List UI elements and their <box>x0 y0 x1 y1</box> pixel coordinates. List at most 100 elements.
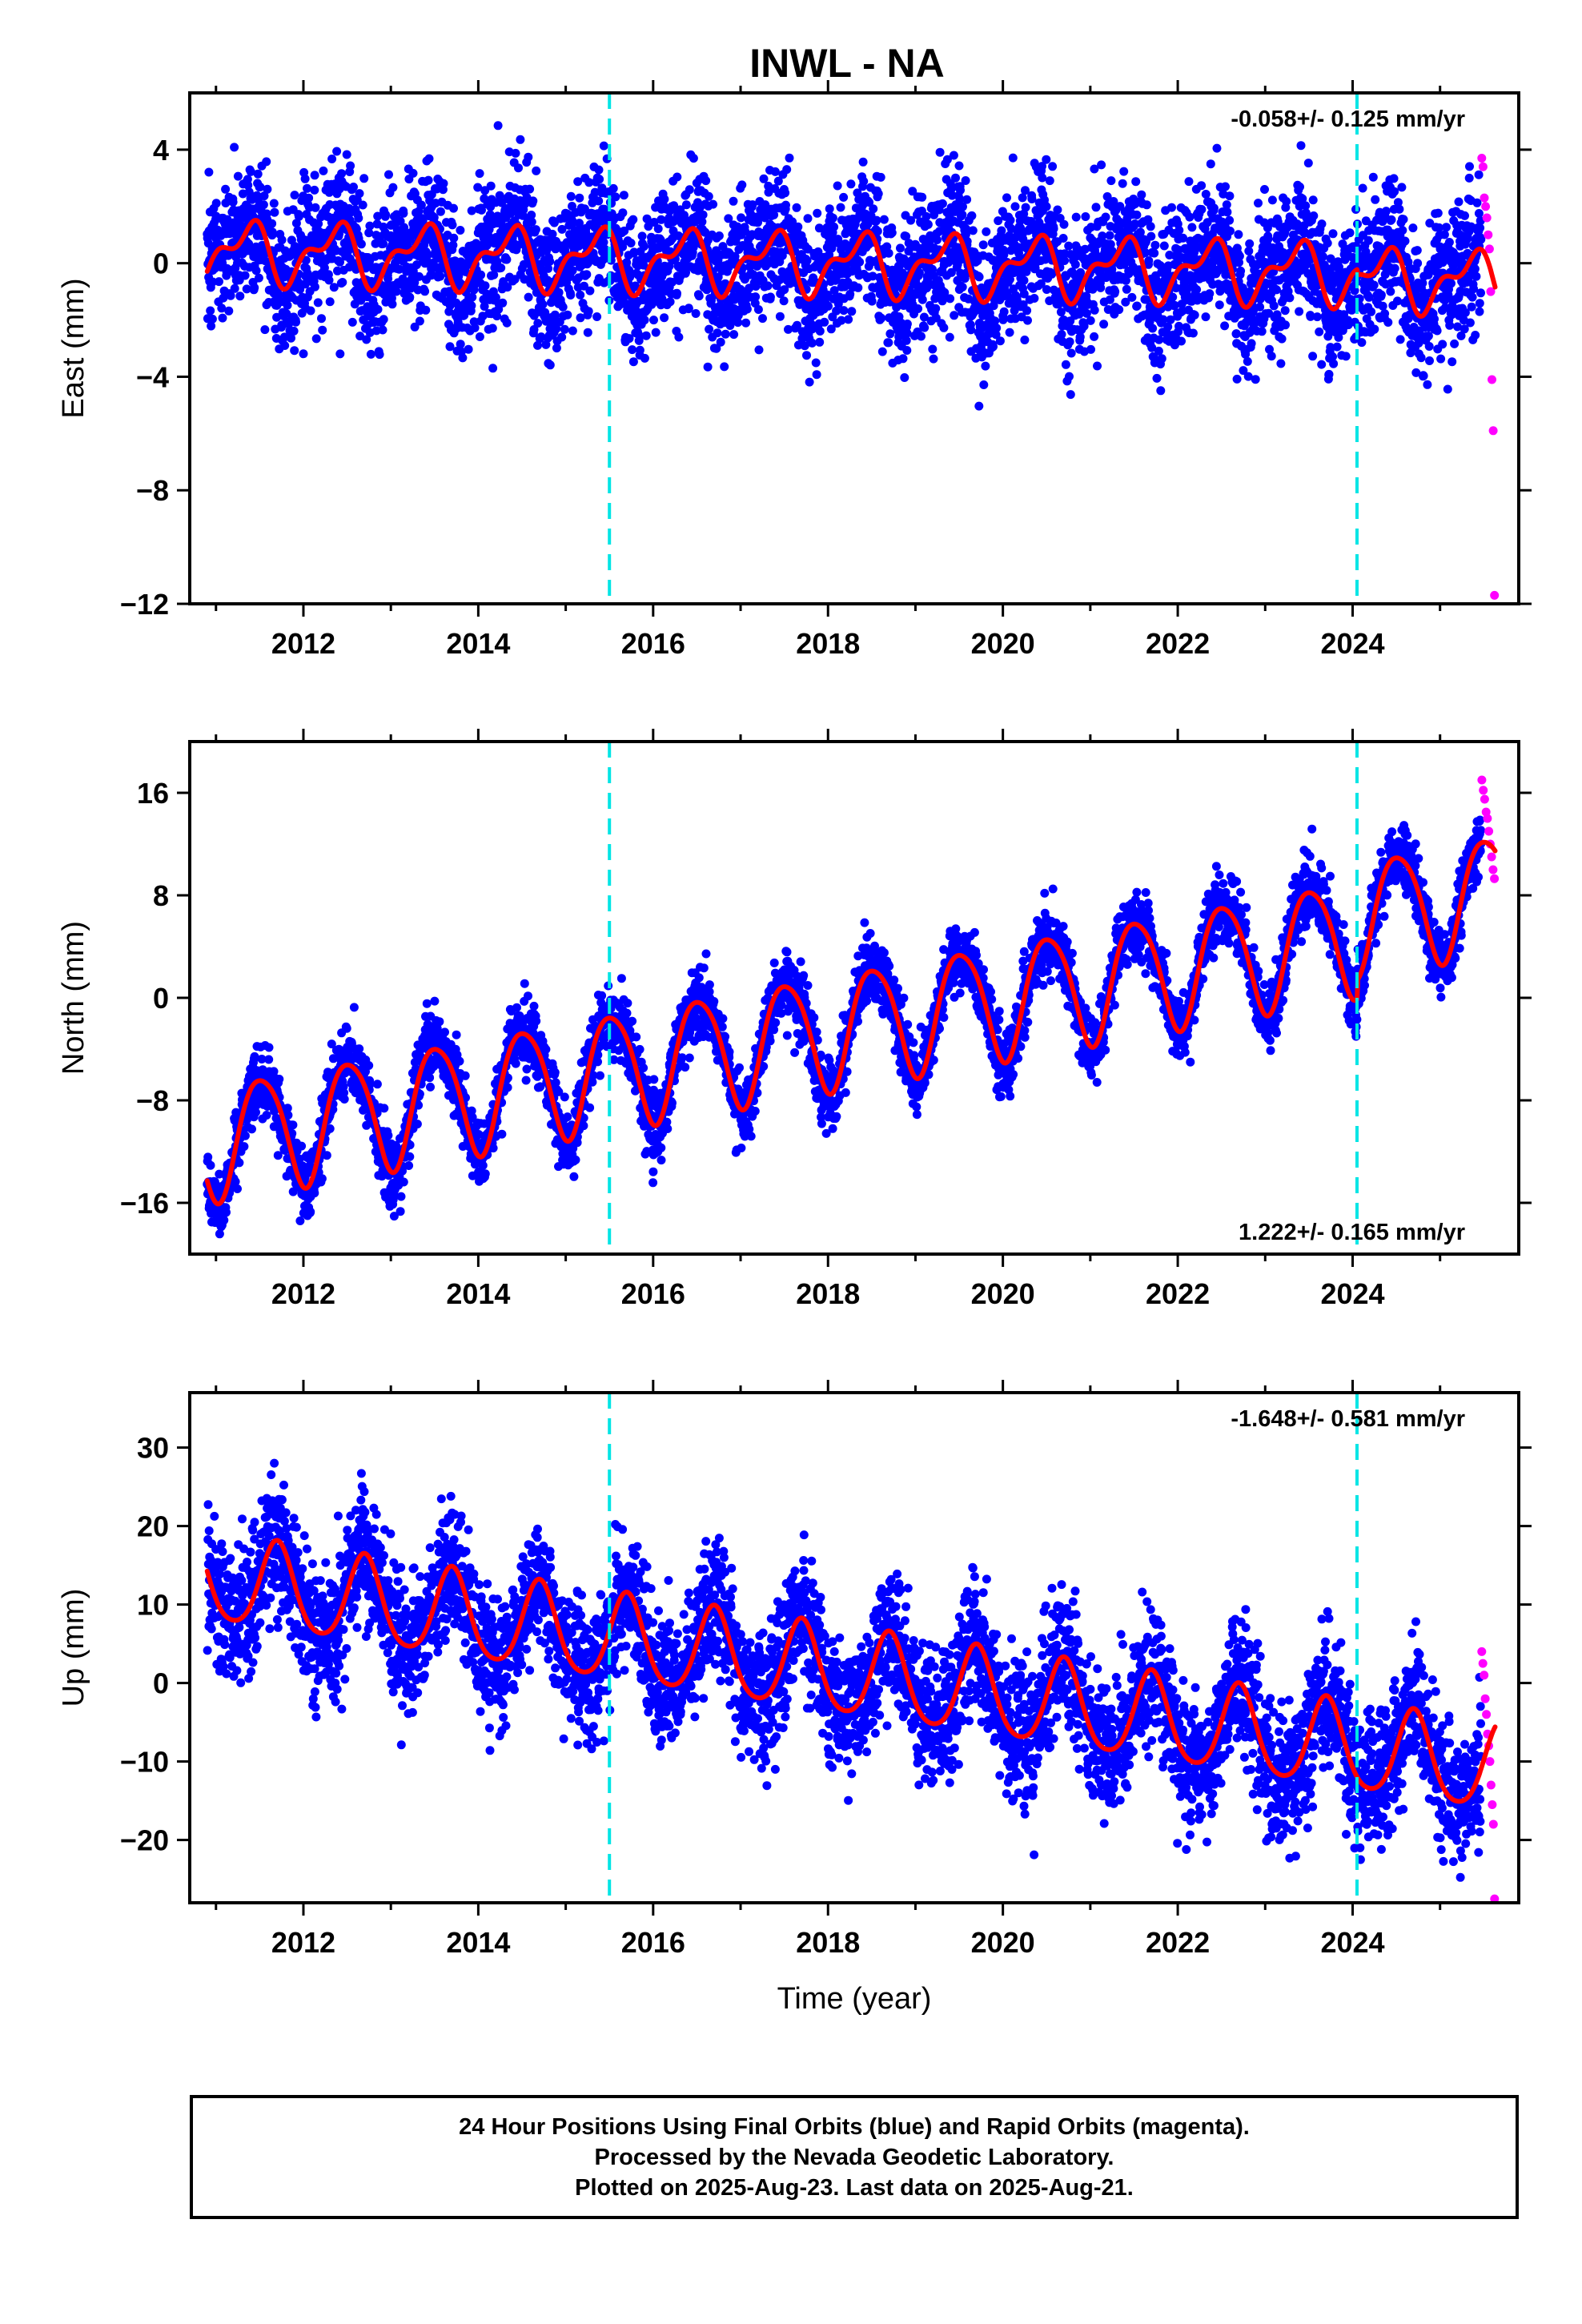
east-final-orbit-point <box>528 196 538 206</box>
east-final-orbit-point <box>1367 307 1376 316</box>
east-final-orbit-point <box>355 189 364 199</box>
east-final-orbit-point <box>1358 183 1367 193</box>
east-final-orbit-point <box>1174 321 1183 331</box>
east-final-orbit-point <box>1476 288 1485 298</box>
east-final-orbit-point <box>1170 300 1179 310</box>
east-final-orbit-point <box>206 306 215 316</box>
east-final-orbit-point <box>492 312 502 321</box>
east-frame <box>188 91 1520 605</box>
east-final-orbit-point <box>594 165 604 175</box>
east-final-orbit-point <box>1460 211 1469 220</box>
east-final-orbit-point <box>1010 202 1020 211</box>
east-final-orbit-point <box>1251 375 1260 384</box>
east-final-orbit-point <box>1303 159 1313 168</box>
east-final-orbit-point <box>855 257 865 267</box>
east-final-orbit-point <box>1416 353 1426 363</box>
east-final-orbit-point <box>992 324 1002 333</box>
east-final-orbit-point <box>962 195 972 204</box>
east-final-orbit-point <box>473 183 483 192</box>
east-final-orbit-point <box>1442 223 1451 232</box>
east-final-orbit-point <box>1156 386 1166 396</box>
east-final-orbit-point <box>826 324 836 334</box>
east-final-orbit-point <box>1209 203 1219 213</box>
east-final-orbit-point <box>1066 348 1076 358</box>
east-final-orbit-point <box>557 332 567 342</box>
east-final-orbit-point <box>424 250 432 259</box>
east-final-orbit-point <box>967 211 977 220</box>
east-final-orbit-point <box>1146 231 1156 241</box>
east-x-tick-label: 2022 <box>1146 627 1210 660</box>
east-final-orbit-point <box>877 313 886 323</box>
east-final-orbit-point <box>1319 251 1327 261</box>
east-final-orbit-point <box>836 203 845 212</box>
east-x-tick-label: 2012 <box>271 627 335 660</box>
east-final-orbit-point <box>844 315 853 324</box>
east-final-orbit-point <box>961 176 970 185</box>
east-final-orbit-point <box>877 347 887 356</box>
east-x-tick-label: 2016 <box>621 627 685 660</box>
east-final-orbit-point <box>391 210 401 219</box>
east-final-orbit-point <box>640 353 649 363</box>
east-rapid-orbit-point <box>1484 230 1493 239</box>
east-final-orbit-point <box>207 321 216 331</box>
east-final-orbit-point <box>375 350 384 360</box>
east-final-orbit-point <box>825 204 834 214</box>
east-final-orbit-point <box>853 283 863 292</box>
east-final-orbit-point <box>956 186 965 195</box>
east-final-orbit-point <box>942 155 952 164</box>
east-final-orbit-point <box>477 205 486 215</box>
east-final-orbit-point <box>1424 342 1434 351</box>
east-final-orbit-point <box>317 314 326 324</box>
east-final-orbit-point <box>1472 271 1481 281</box>
east-final-orbit-point <box>1060 256 1070 265</box>
east-final-orbit-point <box>1075 332 1085 342</box>
east-final-orbit-point <box>628 215 638 224</box>
east-final-orbit-point <box>649 316 658 325</box>
east-final-orbit-point <box>502 255 512 264</box>
east-final-orbit-point <box>1019 275 1029 285</box>
east-final-orbit-point <box>1334 332 1343 342</box>
east-rapid-orbit-point <box>1480 193 1489 203</box>
east-final-orbit-point <box>1157 354 1166 364</box>
east-final-orbit-point <box>1121 275 1130 285</box>
east-final-orbit-point <box>1315 327 1324 336</box>
east-final-orbit-point <box>300 174 310 183</box>
east-final-orbit-point <box>928 264 937 274</box>
east-final-orbit-point <box>1326 254 1335 263</box>
east-final-orbit-point <box>379 315 388 324</box>
east-final-orbit-point <box>1245 239 1255 248</box>
east-final-orbit-point <box>1020 336 1030 344</box>
east-rapid-orbit-point <box>1478 162 1488 171</box>
east-final-orbit-point <box>235 292 245 301</box>
east-final-orbit-point <box>399 208 408 218</box>
east-final-orbit-point <box>576 313 585 323</box>
east-final-orbit-point <box>962 236 972 246</box>
east-final-orbit-point <box>269 199 279 208</box>
east-final-orbit-point <box>769 210 779 219</box>
east-rapid-orbit-point <box>1477 154 1487 163</box>
east-final-orbit-point <box>998 315 1008 324</box>
east-final-orbit-point <box>680 211 689 220</box>
east-final-orbit-point <box>545 360 555 370</box>
east-final-orbit-point <box>1363 235 1373 245</box>
east-final-orbit-point <box>255 183 265 191</box>
east-final-orbit-point <box>532 166 541 175</box>
east-final-orbit-point <box>780 285 789 295</box>
east-final-orbit-point <box>931 313 941 323</box>
east-final-orbit-point <box>1192 285 1202 295</box>
east-final-orbit-point <box>1148 324 1158 333</box>
east-final-orbit-point <box>1212 143 1222 153</box>
east-final-orbit-point <box>524 152 533 162</box>
east-rapid-orbit-point <box>1482 213 1492 223</box>
east-final-orbit-point <box>1220 321 1230 331</box>
east-final-orbit-point <box>1395 204 1404 214</box>
east-final-orbit-point <box>358 200 367 210</box>
east-final-orbit-point <box>770 167 780 176</box>
east-final-orbit-point <box>327 155 337 163</box>
east-final-orbit-point <box>1102 192 1112 201</box>
east-final-orbit-point <box>486 181 496 191</box>
east-final-orbit-point <box>1174 226 1184 235</box>
east-final-orbit-point <box>272 312 282 322</box>
east-final-orbit-point <box>946 294 955 304</box>
east-final-orbit-point <box>347 317 357 327</box>
